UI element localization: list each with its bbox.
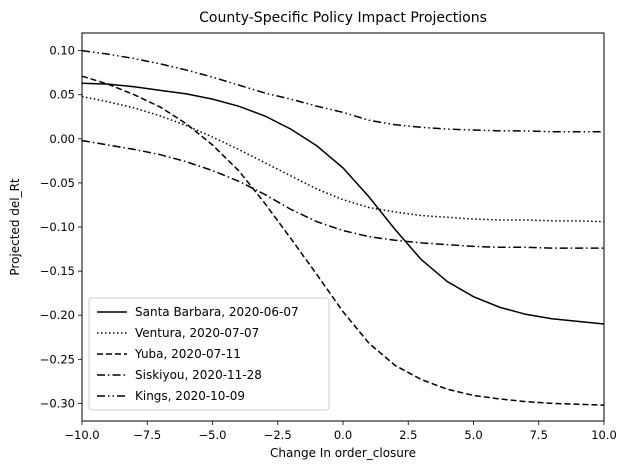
series-line-3	[81, 75, 605, 406]
series-layer	[81, 49, 605, 406]
legend-label-1: Santa Barbara, 2020-06-07	[135, 305, 299, 319]
legend-label-5: Kings, 2020-10-09	[135, 389, 245, 403]
y-axis-label: Projected del_Rt	[8, 178, 22, 276]
x-tick-label: 2.5	[399, 428, 417, 442]
x-tick-label: −10.0	[64, 428, 99, 442]
series-line-4	[81, 139, 604, 249]
y-axis-ticks: 0.10 0.05 0.00 −0.05 −0.10 −0.15 −0.20 −0.25 −0.…	[40, 44, 82, 410]
legend-label-4: Siskiyou, 2020-11-28	[135, 368, 262, 382]
chart-title: County-Specific Policy Impact Projection…	[199, 10, 487, 26]
y-tick-label: −0.10	[40, 220, 75, 234]
y-tick-label: 0.10	[49, 44, 75, 58]
x-axis-ticks: −10.0 −7.5 −5.0 −2.5 0.0 2.5 5.0 7.5 10.0	[64, 421, 617, 442]
series-line-2	[81, 95, 605, 223]
y-tick-label: −0.25	[40, 352, 75, 366]
legend-label-2: Ventura, 2020-07-07	[135, 326, 259, 340]
x-tick-label: −7.5	[133, 428, 161, 442]
x-tick-label: 7.5	[530, 428, 548, 442]
y-tick-label: −0.15	[40, 264, 75, 278]
legend: Santa Barbara, 2020-06-07 Ventura, 2020-0…	[88, 297, 330, 411]
series-line-1	[81, 82, 605, 325]
y-tick-label: 0.05	[49, 88, 75, 102]
x-tick-label: 10.0	[591, 428, 617, 442]
series-line-5	[81, 49, 604, 133]
x-tick-label: −2.5	[264, 428, 292, 442]
y-tick-label: 0.00	[49, 132, 75, 146]
legend-box	[88, 297, 330, 411]
y-tick-label: −0.30	[40, 396, 75, 410]
y-tick-label: −0.20	[40, 308, 75, 322]
x-tick-label: −5.0	[199, 428, 227, 442]
x-tick-label: 0.0	[334, 428, 352, 442]
x-tick-label: 5.0	[464, 428, 482, 442]
y-tick-label: −0.05	[40, 176, 75, 190]
x-axis-label: Change In order_closure	[270, 446, 416, 460]
legend-label-3: Yuba, 2020-07-11	[134, 347, 241, 361]
